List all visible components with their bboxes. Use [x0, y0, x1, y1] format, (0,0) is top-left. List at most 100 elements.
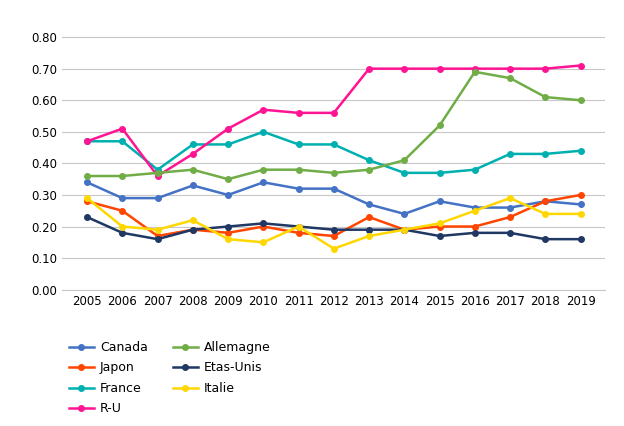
Italie — [225, 236, 232, 242]
Japon — [401, 227, 408, 232]
Canada — [436, 199, 443, 204]
Allemagne — [542, 95, 549, 100]
France — [295, 142, 303, 147]
Japon — [577, 193, 584, 198]
Italie — [577, 211, 584, 216]
R-U — [577, 63, 584, 68]
Etas-Unis — [542, 236, 549, 242]
Allemagne — [365, 167, 373, 172]
Japon — [84, 199, 91, 204]
Etas-Unis — [577, 236, 584, 242]
Line: Italie: Italie — [84, 196, 583, 251]
Japon — [330, 233, 338, 239]
France — [506, 151, 514, 156]
Line: Japon: Japon — [84, 192, 583, 239]
Italie — [295, 224, 303, 229]
France — [330, 142, 338, 147]
Legend: Canada, Japon, France, R-U, Allemagne, Etas-Unis, Italie: Canada, Japon, France, R-U, Allemagne, E… — [69, 341, 271, 415]
Etas-Unis — [330, 227, 338, 232]
R-U — [154, 173, 162, 178]
Canada — [189, 183, 197, 188]
Canada — [365, 202, 373, 207]
Canada — [84, 180, 91, 185]
Japon — [119, 208, 126, 213]
Japon — [295, 230, 303, 236]
R-U — [119, 126, 126, 131]
France — [84, 139, 91, 144]
France — [365, 158, 373, 163]
Allemagne — [225, 177, 232, 182]
Japon — [189, 227, 197, 232]
Allemagne — [295, 167, 303, 172]
R-U — [436, 66, 443, 71]
R-U — [506, 66, 514, 71]
France — [577, 148, 584, 153]
Italie — [542, 211, 549, 216]
Canada — [260, 180, 267, 185]
Allemagne — [84, 173, 91, 178]
R-U — [471, 66, 479, 71]
Japon — [436, 224, 443, 229]
Allemagne — [506, 75, 514, 81]
France — [225, 142, 232, 147]
Line: Canada: Canada — [84, 179, 583, 217]
Etas-Unis — [365, 227, 373, 232]
Italie — [506, 196, 514, 201]
Allemagne — [471, 69, 479, 75]
R-U — [295, 110, 303, 115]
R-U — [330, 110, 338, 115]
Italie — [471, 208, 479, 213]
Allemagne — [189, 167, 197, 172]
R-U — [365, 66, 373, 71]
Canada — [225, 193, 232, 198]
Canada — [471, 205, 479, 210]
France — [154, 167, 162, 172]
Italie — [260, 240, 267, 245]
Japon — [506, 215, 514, 220]
R-U — [401, 66, 408, 71]
Canada — [506, 205, 514, 210]
Line: R-U: R-U — [84, 63, 583, 179]
Japon — [542, 199, 549, 204]
Etas-Unis — [436, 233, 443, 239]
Line: Etas-Unis: Etas-Unis — [84, 214, 583, 242]
Line: France: France — [84, 129, 583, 176]
Etas-Unis — [119, 230, 126, 236]
Canada — [577, 202, 584, 207]
France — [189, 142, 197, 147]
R-U — [542, 66, 549, 71]
Allemagne — [577, 98, 584, 103]
Line: Allemagne: Allemagne — [84, 69, 583, 182]
R-U — [84, 139, 91, 144]
R-U — [260, 107, 267, 112]
France — [542, 151, 549, 156]
Canada — [154, 196, 162, 201]
Italie — [330, 246, 338, 251]
Etas-Unis — [225, 224, 232, 229]
Japon — [260, 224, 267, 229]
Italie — [84, 196, 91, 201]
France — [471, 167, 479, 172]
Canada — [542, 199, 549, 204]
France — [260, 129, 267, 134]
Etas-Unis — [401, 227, 408, 232]
Allemagne — [260, 167, 267, 172]
Italie — [401, 227, 408, 232]
Allemagne — [401, 158, 408, 163]
Italie — [436, 221, 443, 226]
Canada — [119, 196, 126, 201]
Japon — [225, 230, 232, 236]
Japon — [154, 233, 162, 239]
Etas-Unis — [84, 215, 91, 220]
Etas-Unis — [260, 221, 267, 226]
Etas-Unis — [154, 236, 162, 242]
France — [401, 170, 408, 176]
Japon — [365, 215, 373, 220]
Allemagne — [154, 170, 162, 176]
Japon — [471, 224, 479, 229]
France — [119, 139, 126, 144]
Canada — [401, 211, 408, 216]
Italie — [189, 218, 197, 223]
Allemagne — [330, 170, 338, 176]
Canada — [330, 186, 338, 191]
